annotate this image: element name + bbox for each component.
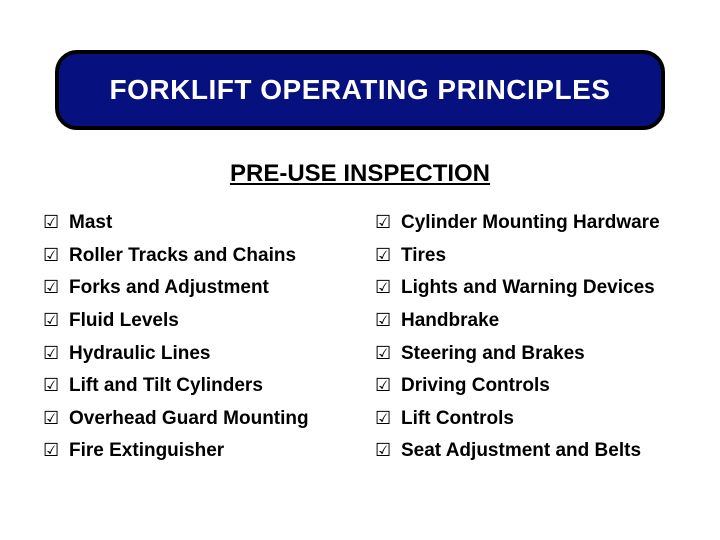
item-label: Steering and Brakes (401, 341, 585, 367)
list-item: ☑ Seat Adjustment and Belts (375, 438, 700, 464)
checkbox-icon: ☑ (375, 376, 401, 394)
list-item: ☑ Handbrake (375, 308, 700, 334)
item-label: Lights and Warning Devices (401, 275, 655, 301)
checkbox-icon: ☑ (43, 376, 69, 394)
list-item: ☑ Overhead Guard Mounting (43, 406, 375, 432)
item-label: Tires (401, 243, 446, 269)
list-item: ☑ Lift and Tilt Cylinders (43, 373, 375, 399)
title-text: FORKLIFT OPERATING PRINCIPLES (110, 74, 611, 106)
checklist-right-column: ☑ Cylinder Mounting Hardware ☑ Tires ☑ L… (375, 210, 700, 471)
item-label: Roller Tracks and Chains (69, 243, 296, 269)
checkbox-icon: ☑ (43, 278, 69, 296)
item-label: Handbrake (401, 308, 499, 334)
item-label: Forks and Adjustment (69, 275, 269, 301)
list-item: ☑ Steering and Brakes (375, 341, 700, 367)
checklist-left-column: ☑ Mast ☑ Roller Tracks and Chains ☑ Fork… (43, 210, 375, 471)
checkbox-icon: ☑ (375, 311, 401, 329)
list-item: ☑ Tires (375, 243, 700, 269)
title-banner: FORKLIFT OPERATING PRINCIPLES (55, 50, 665, 130)
checkbox-icon: ☑ (375, 344, 401, 362)
item-label: Hydraulic Lines (69, 341, 211, 367)
list-item: ☑ Hydraulic Lines (43, 341, 375, 367)
list-item: ☑ Fire Extinguisher (43, 438, 375, 464)
checkbox-icon: ☑ (43, 311, 69, 329)
checkbox-icon: ☑ (43, 344, 69, 362)
item-label: Driving Controls (401, 373, 550, 399)
item-label: Cylinder Mounting Hardware (401, 210, 660, 236)
checkbox-icon: ☑ (375, 441, 401, 459)
checklist-columns: ☑ Mast ☑ Roller Tracks and Chains ☑ Fork… (43, 210, 700, 471)
item-label: Overhead Guard Mounting (69, 406, 309, 432)
checkbox-icon: ☑ (375, 409, 401, 427)
list-item: ☑ Cylinder Mounting Hardware (375, 210, 700, 236)
list-item: ☑ Forks and Adjustment (43, 275, 375, 301)
checkbox-icon: ☑ (43, 441, 69, 459)
checkbox-icon: ☑ (43, 409, 69, 427)
checkbox-icon: ☑ (375, 278, 401, 296)
list-item: ☑ Fluid Levels (43, 308, 375, 334)
checkbox-icon: ☑ (375, 213, 401, 231)
list-item: ☑ Driving Controls (375, 373, 700, 399)
list-item: ☑ Lights and Warning Devices (375, 275, 700, 301)
subtitle: PRE-USE INSPECTION (230, 160, 490, 188)
checkbox-icon: ☑ (375, 246, 401, 264)
list-item: ☑ Lift Controls (375, 406, 700, 432)
item-label: Mast (69, 210, 112, 236)
item-label: Lift Controls (401, 406, 514, 432)
list-item: ☑ Roller Tracks and Chains (43, 243, 375, 269)
item-label: Seat Adjustment and Belts (401, 438, 641, 464)
item-label: Lift and Tilt Cylinders (69, 373, 263, 399)
checkbox-icon: ☑ (43, 213, 69, 231)
item-label: Fluid Levels (69, 308, 179, 334)
list-item: ☑ Mast (43, 210, 375, 236)
item-label: Fire Extinguisher (69, 438, 224, 464)
checkbox-icon: ☑ (43, 246, 69, 264)
